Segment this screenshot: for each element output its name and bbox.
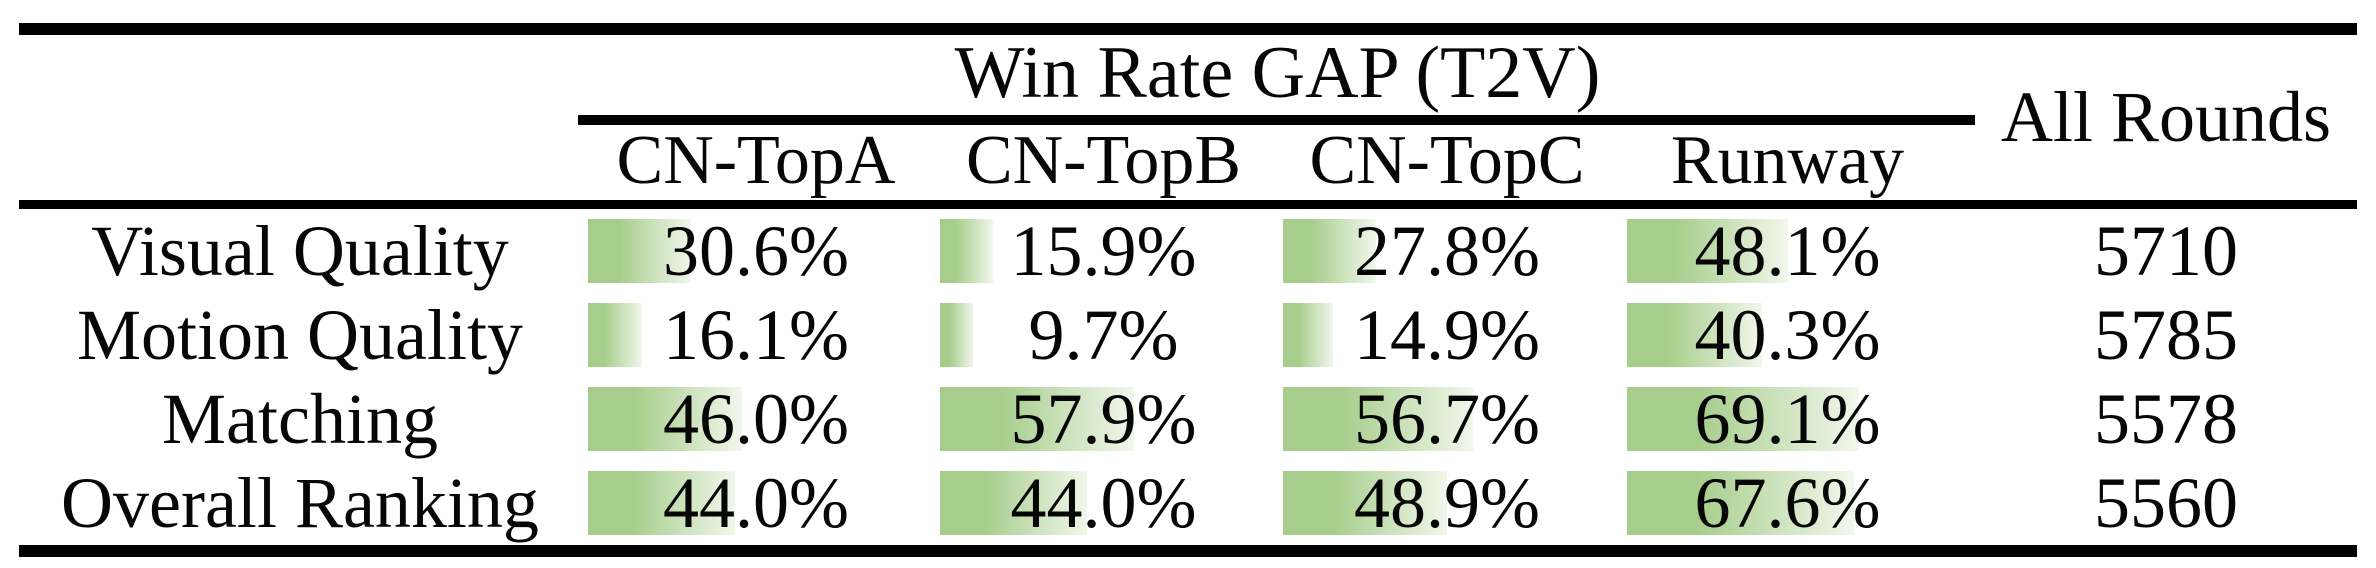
data-bar bbox=[1283, 471, 1447, 535]
win-rate-cell: 27.8% bbox=[1275, 209, 1619, 293]
win-rate-value: 14.9% bbox=[1354, 295, 1540, 375]
all-rounds-value: 5560 bbox=[2094, 463, 2238, 543]
table-row: Motion Quality 16.1% 9.7% 14.9% 40.3% 57… bbox=[0, 293, 2376, 377]
all-rounds-header: All Rounds bbox=[2000, 76, 2332, 157]
win-rate-value: 48.1% bbox=[1694, 211, 1881, 291]
win-rate-cell: 40.3% bbox=[1619, 293, 1956, 377]
data-bar bbox=[588, 387, 743, 451]
win-rate-cell: 44.0% bbox=[580, 461, 932, 545]
win-rate-value: 44.0% bbox=[663, 463, 849, 543]
win-rate-value: 67.6% bbox=[1694, 463, 1881, 543]
table-row: Overall Ranking 44.0% 44.0% 48.9% 67.6% … bbox=[0, 461, 2376, 545]
data-bar bbox=[1627, 219, 1789, 283]
win-rate-value: 40.3% bbox=[1694, 295, 1881, 375]
win-rate-cell: 67.6% bbox=[1619, 461, 1956, 545]
row-label: Visual Quality bbox=[91, 211, 509, 291]
win-rate-cell: 16.1% bbox=[580, 293, 932, 377]
win-rate-value: 30.6% bbox=[663, 211, 849, 291]
all-rounds-value: 5578 bbox=[2094, 379, 2238, 459]
win-rate-value: 48.9% bbox=[1354, 463, 1540, 543]
win-rate-cell: 15.9% bbox=[932, 209, 1275, 293]
table-row: Matching 46.0% 57.9% 56.7% 69.1% 5578 bbox=[0, 377, 2376, 461]
data-bar bbox=[1283, 303, 1333, 367]
table-row: Visual Quality 30.6% 15.9% 27.8% 48.1% 5… bbox=[0, 209, 2376, 293]
top-rule bbox=[19, 23, 2357, 35]
bottom-rule bbox=[19, 545, 2357, 557]
data-bar bbox=[1627, 303, 1762, 367]
win-rate-cell: 30.6% bbox=[580, 209, 932, 293]
row-label: Matching bbox=[162, 379, 438, 459]
table-body: Visual Quality 30.6% 15.9% 27.8% 48.1% 5… bbox=[0, 209, 2376, 545]
win-rate-cell: 44.0% bbox=[932, 461, 1275, 545]
data-bar bbox=[588, 219, 691, 283]
win-rate-value: 46.0% bbox=[663, 379, 849, 459]
group-header-underline bbox=[578, 115, 1975, 125]
data-bar bbox=[940, 471, 1088, 535]
data-bar bbox=[940, 219, 994, 283]
win-rate-value: 56.7% bbox=[1354, 379, 1540, 459]
column-header: CN-TopC bbox=[1309, 122, 1585, 199]
win-rate-cell: 69.1% bbox=[1619, 377, 1956, 461]
win-rate-cell: 48.9% bbox=[1275, 461, 1619, 545]
win-rate-cell: 56.7% bbox=[1275, 377, 1619, 461]
win-rate-value: 27.8% bbox=[1354, 211, 1540, 291]
win-rate-value: 44.0% bbox=[1010, 463, 1197, 543]
data-bar bbox=[940, 303, 973, 367]
data-bar bbox=[588, 471, 736, 535]
row-label: Overall Ranking bbox=[61, 463, 539, 543]
data-bar bbox=[1283, 219, 1377, 283]
win-rate-cell: 46.0% bbox=[580, 377, 932, 461]
column-headers: CN-TopA CN-TopB CN-TopC Runway bbox=[580, 124, 1956, 198]
win-rate-cell: 57.9% bbox=[932, 377, 1275, 461]
column-header: CN-TopA bbox=[616, 122, 896, 199]
win-rate-value: 69.1% bbox=[1694, 379, 1881, 459]
column-header: CN-TopB bbox=[965, 122, 1242, 199]
header-separator-rule bbox=[19, 200, 2357, 209]
data-bar bbox=[1283, 387, 1473, 451]
data-bar bbox=[1627, 387, 1859, 451]
win-rate-cell: 9.7% bbox=[932, 293, 1275, 377]
column-header: Runway bbox=[1670, 122, 1905, 199]
win-rate-value: 9.7% bbox=[1028, 295, 1179, 375]
win-rate-cell: 14.9% bbox=[1275, 293, 1619, 377]
win-rate-value: 15.9% bbox=[1010, 211, 1197, 291]
win-rate-value: 57.9% bbox=[1010, 379, 1197, 459]
data-bar bbox=[1627, 471, 1854, 535]
data-bar bbox=[940, 387, 1134, 451]
data-bar bbox=[588, 303, 642, 367]
win-rate-value: 16.1% bbox=[663, 295, 849, 375]
win-rate-cell: 48.1% bbox=[1619, 209, 1956, 293]
group-header: Win Rate GAP (T2V) bbox=[954, 32, 1601, 114]
all-rounds-value: 5710 bbox=[2094, 211, 2238, 291]
all-rounds-value: 5785 bbox=[2094, 295, 2238, 375]
row-label: Motion Quality bbox=[77, 295, 523, 375]
